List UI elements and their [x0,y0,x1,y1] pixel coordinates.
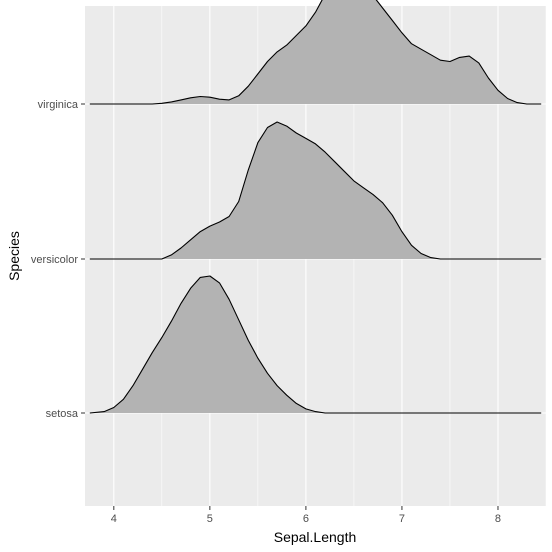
x-tick-label-4: 4 [111,513,117,525]
ridge-fill-setosa [89,276,542,413]
ridge-outline-versicolor [89,121,542,260]
x-axis: 4 5 6 7 8 [111,506,501,525]
y-tick-label-virginica: virginica [38,99,79,111]
ridge-outline-virginica [89,0,542,105]
y-tick-label-setosa: setosa [46,408,79,420]
ridge-outline-setosa [89,275,542,414]
y-axis-title: Species [6,231,22,281]
x-tick-label-5: 5 [207,513,213,525]
ridge-fill-virginica [89,0,542,104]
y-tick-label-versicolor: versicolor [31,254,78,266]
x-tick-label-7: 7 [399,513,405,525]
x-axis-title: Sepal.Length [274,529,357,545]
x-tick-label-8: 8 [495,513,501,525]
x-tick-label-6: 6 [303,513,309,525]
y-axis: setosa versicolor virginica [31,99,85,420]
ridge-layer [89,0,542,414]
ridge-fill-versicolor [89,122,542,259]
